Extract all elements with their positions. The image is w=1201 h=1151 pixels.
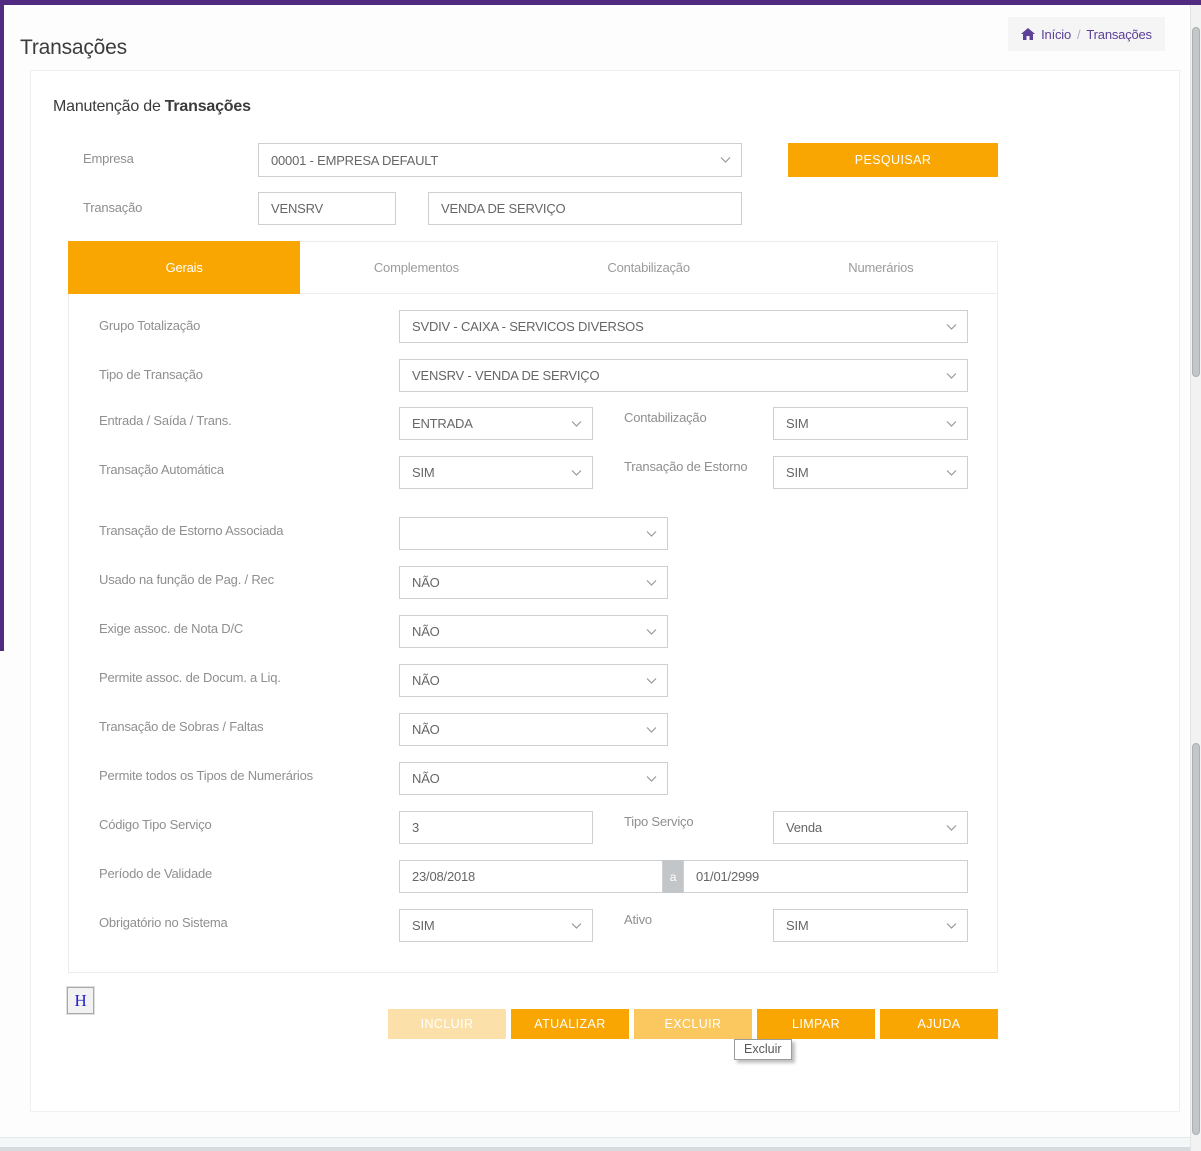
transacao-code-input[interactable]: VENSRV [258, 192, 396, 225]
ativo-label: Ativo [624, 912, 652, 927]
transacao-de-estorno-select[interactable]: SIM [773, 456, 968, 489]
periodo-validade-to-input[interactable]: 01/01/2999 [683, 860, 968, 893]
chevron-down-icon [646, 775, 657, 782]
chevron-down-icon [571, 922, 582, 929]
chevron-down-icon [571, 469, 582, 476]
contabilizacao-select[interactable]: SIM [773, 407, 968, 440]
chevron-down-icon [646, 579, 657, 586]
breadcrumb-separator: / [1077, 26, 1081, 42]
tab-panel-gerais: Grupo Totalização SVDIV - CAIXA - SERVIC… [68, 293, 998, 973]
ativo-select[interactable]: SIM [773, 909, 968, 942]
tab-contabilizacao[interactable]: Contabilização [532, 242, 765, 293]
entrada-saida-trans-select[interactable]: ENTRADA [399, 407, 593, 440]
breadcrumb: Início / Transações [1008, 17, 1165, 51]
sobras-faltas-label: Transação de Sobras / Faltas [99, 719, 264, 734]
pesquisar-button[interactable]: PESQUISAR [788, 143, 998, 177]
sobras-faltas-select[interactable]: NÃO [399, 713, 668, 746]
vertical-scrollbar[interactable] [1190, 5, 1201, 1151]
placeholder-letter: H [74, 990, 87, 1010]
tipo-servico-select[interactable]: Venda [773, 811, 968, 844]
transacao-label: Transação [83, 200, 143, 215]
grupo-totalizacao-select[interactable]: SVDIV - CAIXA - SERVICOS DIVERSOS [399, 310, 968, 343]
chevron-down-icon [646, 726, 657, 733]
chevron-down-icon [571, 420, 582, 427]
tab-numerarios[interactable]: Numerários [764, 242, 997, 293]
empresa-label: Empresa [83, 151, 134, 166]
grupo-totalizacao-label: Grupo Totalização [99, 318, 201, 333]
scrollbar-thumb[interactable] [1192, 743, 1200, 1135]
periodo-validade-label: Período de Validade [99, 866, 213, 881]
chevron-down-icon [946, 824, 957, 831]
chevron-down-icon [946, 922, 957, 929]
excluir-button[interactable]: EXCLUIR [634, 1009, 752, 1039]
contabilizacao-label: Contabilização [624, 410, 707, 425]
tipo-servico-label: Tipo Serviço [624, 814, 694, 829]
transacao-de-estorno-label: Transação de Estorno [624, 459, 748, 474]
excluir-tooltip: Excluir [734, 1039, 792, 1060]
card-heading: Manutenção de Transações [53, 98, 251, 115]
chevron-down-icon [946, 372, 957, 379]
tab-complementos[interactable]: Complementos [300, 242, 533, 293]
chevron-down-icon [946, 323, 957, 330]
exige-nota-dc-select[interactable]: NÃO [399, 615, 668, 648]
incluir-button[interactable]: INCLUIR [388, 1009, 506, 1039]
tab-bar: Gerais Complementos Contabilização Numer… [68, 241, 998, 294]
page-title: Transações [20, 36, 127, 59]
horizontal-scrollbar[interactable] [0, 1147, 1201, 1151]
obrigatorio-sistema-label: Obrigatório no Sistema [99, 915, 228, 930]
chevron-down-icon [646, 530, 657, 537]
usado-pag-rec-select[interactable]: NÃO [399, 566, 668, 599]
date-range-separator: a [663, 860, 683, 893]
window-top-border [0, 0, 1201, 5]
main-card: Manutenção de Transações Empresa 00001 - … [30, 70, 1180, 1112]
breadcrumb-home-link[interactable]: Início [1041, 26, 1071, 42]
breadcrumb-current: Transações [1086, 26, 1152, 42]
chevron-down-icon [946, 469, 957, 476]
empresa-select[interactable]: 00001 - EMPRESA DEFAULT [258, 143, 742, 177]
permite-todos-numerarios-select[interactable]: NÃO [399, 762, 668, 795]
atualizar-button[interactable]: ATUALIZAR [511, 1009, 629, 1039]
entrada-saida-trans-label: Entrada / Saída / Trans. [99, 413, 232, 428]
transacao-description-input[interactable]: VENDA DE SERVIÇO [428, 192, 742, 225]
chevron-down-icon [646, 628, 657, 635]
permite-todos-numerarios-label: Permite todos os Tipos de Numerários [99, 768, 313, 783]
limpar-button[interactable]: LIMPAR [757, 1009, 875, 1039]
obrigatorio-sistema-select[interactable]: SIM [399, 909, 593, 942]
transacao-automatica-label: Transação Automática [99, 462, 224, 477]
chevron-down-icon [646, 677, 657, 684]
window-left-border [0, 0, 4, 651]
permite-docum-liq-select[interactable]: NÃO [399, 664, 668, 697]
action-button-row: INCLUIR ATUALIZAR EXCLUIR LIMPAR AJUDA [388, 1009, 998, 1039]
tipo-de-transacao-select[interactable]: VENSRV - VENDA DE SERVIÇO [399, 359, 968, 392]
chevron-down-icon [720, 157, 731, 164]
chevron-down-icon [946, 420, 957, 427]
tipo-de-transacao-label: Tipo de Transação [99, 367, 203, 382]
permite-docum-liq-label: Permite assoc. de Docum. a Liq. [99, 670, 281, 685]
ajuda-button[interactable]: AJUDA [880, 1009, 998, 1039]
codigo-tipo-servico-label: Código Tipo Serviço [99, 817, 212, 832]
transacao-automatica-select[interactable]: SIM [399, 456, 593, 489]
footer-bar [0, 1137, 1201, 1151]
exige-nota-dc-label: Exige assoc. de Nota D/C [99, 621, 244, 636]
broken-image-placeholder: H [66, 986, 95, 1015]
usado-pag-rec-label: Usado na função de Pag. / Rec [99, 572, 274, 587]
codigo-tipo-servico-input[interactable]: 3 [399, 811, 593, 844]
tab-gerais[interactable]: Gerais [68, 241, 301, 294]
scrollbar-thumb[interactable] [1192, 27, 1200, 377]
periodo-validade-from-input[interactable]: 23/08/2018 [399, 860, 663, 893]
transacao-estorno-associada-label: Transação de Estorno Associada [99, 523, 284, 538]
transacao-estorno-associada-select[interactable] [399, 517, 668, 550]
home-icon[interactable] [1021, 28, 1036, 40]
